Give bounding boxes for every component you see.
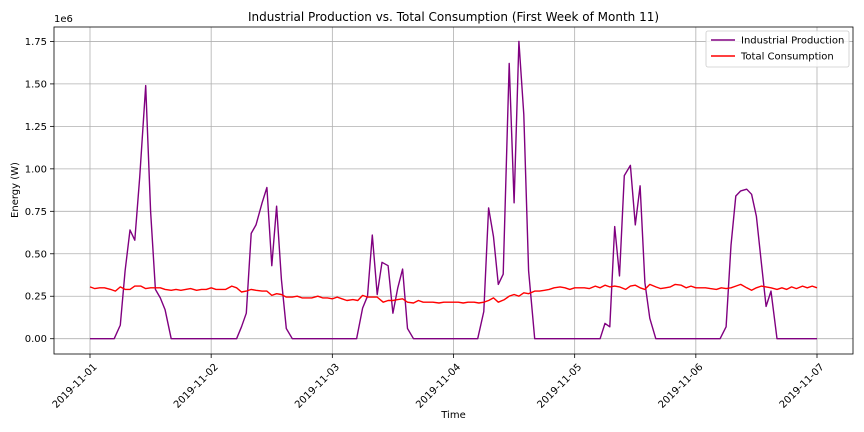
- series-line-industrial-production: [90, 40, 817, 340]
- y-tick-label: 1.25: [25, 122, 47, 133]
- x-axis-label: Time: [440, 410, 465, 421]
- legend-box: [705, 30, 850, 68]
- y-tick-label: 1.50: [25, 79, 47, 90]
- legend-label-industrial-production: Industrial Production: [741, 36, 844, 47]
- y-tick-label: 0.75: [25, 207, 47, 218]
- y-scale-label: 1e6: [54, 14, 73, 25]
- y-tick-label: 0.25: [25, 292, 47, 303]
- grid: [54, 27, 853, 354]
- chart-title: Industrial Production vs. Total Consumpt…: [248, 10, 659, 24]
- y-axis-label: Energy (W): [10, 162, 21, 218]
- series-line-total-consumption: [89, 283, 818, 304]
- y-tick-label: 1.00: [25, 164, 47, 175]
- y-tick-label: 0.00: [25, 334, 47, 345]
- legend-label-total-consumption: Total Consumption: [740, 52, 834, 63]
- legend: Industrial Production Total Consumption: [705, 30, 850, 68]
- series-layer: [89, 40, 818, 340]
- y-tick-label: 1.75: [25, 37, 47, 48]
- y-axis: 0.00 0.25 0.50 0.75 1.00 1.25 1.50 1.75: [25, 37, 54, 345]
- y-tick-label: 0.50: [25, 249, 47, 260]
